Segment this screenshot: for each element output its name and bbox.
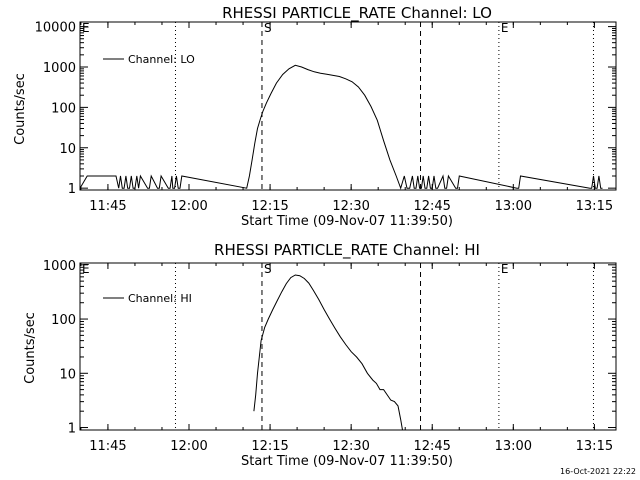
x-tick-label: 12:30 (332, 439, 369, 454)
tick-marks (80, 263, 616, 430)
marker-label: E (501, 21, 509, 35)
plot-frame (79, 21, 617, 191)
y-tick-label: 100 (51, 101, 76, 116)
y-tick-label: 10 (59, 367, 76, 382)
series-line (79, 64, 603, 190)
chart-title: RHESSI PARTICLE_RATE Channel: HI (214, 241, 480, 260)
marker-label: S (264, 21, 272, 35)
chart-title: RHESSI PARTICLE_RATE Channel: LO (222, 4, 492, 23)
legend: Channel: HI (103, 292, 192, 305)
y-tick-label: 10000 (35, 21, 76, 36)
x-tick-label: 13:15 (576, 439, 613, 454)
marker-lines (174, 263, 594, 430)
tick-marks (80, 22, 616, 190)
marker-label: E (501, 262, 509, 276)
x-axis-label: Start Time (09-Nov-07 11:39:50) (241, 214, 453, 229)
x-tick-label: 13:00 (495, 199, 532, 214)
x-tick-label: 12:30 (332, 199, 369, 214)
marker-label: E (82, 21, 90, 35)
x-tick-label: 11:45 (89, 199, 126, 214)
hi-channel-panel: RHESSI PARTICLE_RATE Channel: HI Start T… (23, 241, 617, 469)
legend-label: Channel: LO (128, 53, 195, 66)
series-layer (253, 274, 403, 431)
y-tick-label: 10 (59, 142, 76, 157)
tick-labels: E S E 11:45 12:00 12:15 12:30 12:45 13:00 13:15 1 1… (43, 259, 613, 454)
y-tick-label: 1 (68, 182, 76, 197)
series-layer (79, 64, 603, 190)
y-tick-label: 1000 (43, 259, 76, 274)
x-tick-label: 12:45 (413, 439, 450, 454)
y-axis-label: Counts/sec (13, 73, 28, 145)
tick-labels: E S E 11:45 12:00 12:15 12:30 12:45 13:00 13:15 1 1… (35, 21, 613, 214)
x-axis-label: Start Time (09-Nov-07 11:39:50) (241, 454, 453, 469)
x-tick-label: 11:45 (89, 439, 126, 454)
series-line (253, 274, 403, 431)
y-tick-label: 100 (51, 313, 76, 328)
timestamp: 16-Oct-2021 22:22 (560, 467, 636, 476)
y-axis-label: Counts/sec (23, 312, 38, 384)
marker-lines (174, 22, 594, 190)
x-tick-label: 12:00 (170, 439, 207, 454)
marker-label: S (264, 262, 272, 276)
y-tick-label: 1 (68, 422, 76, 437)
x-tick-label: 13:00 (495, 439, 532, 454)
legend-label: Channel: HI (128, 292, 192, 305)
y-tick-label: 1000 (43, 61, 76, 76)
x-tick-label: 13:15 (576, 199, 613, 214)
lo-channel-panel: RHESSI PARTICLE_RATE Channel: LO Start T… (13, 4, 617, 229)
x-tick-label: 12:00 (170, 199, 207, 214)
legend: Channel: LO (103, 53, 195, 66)
x-tick-label: 12:15 (251, 199, 288, 214)
x-tick-label: 12:45 (413, 199, 450, 214)
plot-frame (79, 262, 617, 431)
marker-label: E (82, 262, 90, 276)
x-tick-label: 12:15 (251, 439, 288, 454)
